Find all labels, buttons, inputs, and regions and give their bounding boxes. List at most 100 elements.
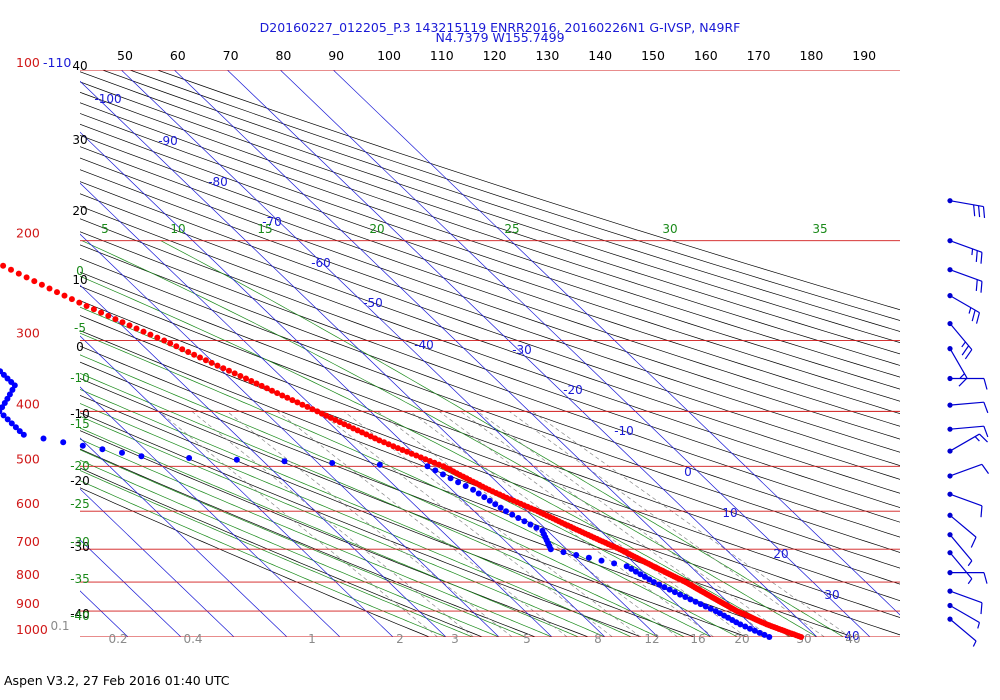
temperature-point [294, 399, 301, 406]
isotherm-tick-label: 40 [844, 629, 859, 643]
isotherm [80, 488, 235, 637]
moist-adiabat [80, 372, 685, 637]
moist-adiabat [160, 240, 844, 637]
moist-adiabat [80, 403, 632, 637]
dewpoint-point [4, 416, 11, 423]
isotherm-tick-label: 10 [722, 506, 737, 520]
temperature-point [68, 296, 75, 303]
dry-adiabat [80, 169, 900, 453]
mixing-ratio-label: 0.1 [50, 619, 69, 633]
wind-barb [947, 512, 977, 548]
dewpoint-point [497, 504, 504, 511]
dewpoint-point [585, 554, 592, 561]
wind-barb-staff [949, 552, 973, 580]
dewpoint-point [637, 571, 644, 578]
dewpoint-point [492, 501, 499, 508]
theta-tick-label: 140 [588, 48, 612, 63]
isotherm-tick-label: 30 [824, 588, 839, 602]
dewpoint-point [737, 621, 744, 628]
isotherm [227, 70, 818, 637]
temperature-point [185, 349, 192, 355]
wind-barb-staff [949, 323, 973, 350]
dry-adiabat [80, 102, 900, 378]
wind-barb-flag [980, 281, 983, 293]
dewpoint-point [60, 439, 67, 446]
temperature-point [258, 382, 265, 389]
mixing-ratio-label: 16 [690, 632, 705, 646]
dry-adiabat [80, 467, 484, 637]
temperature-point [61, 292, 68, 299]
wind-barb-half-flag [959, 373, 965, 379]
height-tick-label: -30 [70, 540, 90, 554]
wind-barb-flag [964, 349, 973, 360]
temperature-point [98, 309, 105, 316]
wind-barb [947, 198, 986, 218]
dry-adiabat [80, 271, 900, 569]
moist-adiabat-label: -10 [70, 371, 90, 385]
theta-tick-label: 130 [535, 48, 559, 63]
temperature-point [263, 385, 270, 392]
temperature-point [8, 266, 14, 273]
wind-barb-half-flag [968, 307, 972, 314]
wind-barb [947, 602, 981, 629]
dewpoint-point [611, 560, 618, 567]
dewpoint-point [470, 486, 477, 493]
wind-barb [947, 267, 983, 293]
isotherm [174, 70, 765, 637]
temperature-point [413, 452, 420, 459]
dewpoint-point [702, 603, 709, 610]
dewpoint-point [119, 449, 125, 456]
dry-adiabat [157, 70, 900, 311]
height-tick-label: -20 [70, 474, 90, 488]
dewpoint-point [79, 442, 86, 449]
isotherm [80, 233, 500, 637]
pressure-tick-label: 1000 [16, 622, 48, 637]
pressure-tick-label: 600 [16, 496, 40, 511]
mixing-ratio-label: 0.4 [183, 632, 202, 646]
height-tick-label: 40 [72, 59, 87, 73]
dewpoint-point [186, 455, 193, 461]
chart-subtitle: N4.7379 W155.7499 [435, 30, 565, 45]
wind-barb [947, 346, 968, 387]
height-tick-label: 0 [76, 340, 84, 354]
dewpoint-point [138, 453, 145, 460]
dewpoint-point [766, 634, 773, 640]
isotherm-top-label: -110 [43, 55, 71, 70]
temperature-point [279, 392, 286, 399]
dewpoint-point [527, 521, 534, 528]
moist-adiabat-label: 0 [76, 264, 84, 278]
moist-adiabat-label: -30 [70, 535, 90, 549]
dry-adiabat [80, 448, 537, 637]
temperature-point [318, 410, 325, 417]
dewpoint-point [440, 471, 446, 478]
wind-barb-staff [949, 605, 980, 624]
dewpoint-point [424, 463, 431, 470]
isotherm-tick-label: -40 [414, 338, 434, 352]
height-tick-label: 30 [72, 133, 87, 147]
dewpoint-point [481, 494, 488, 501]
wind-barb-station [947, 238, 953, 244]
dewpoint-point [432, 467, 439, 474]
temperature-point [408, 450, 415, 457]
dewpoint-point [486, 497, 493, 504]
wind-barb-staff [949, 618, 977, 642]
dry-adiabat [80, 181, 900, 466]
theta-tick-label: 190 [852, 48, 876, 63]
dewpoint-point [509, 511, 516, 518]
dry-adiabat [102, 70, 900, 332]
moist-adiabat-label: 10 [170, 222, 185, 236]
dry-adiabat [80, 257, 900, 553]
mixing-ratio-label: 5 [523, 632, 531, 646]
dewpoint-point [632, 568, 639, 575]
dry-adiabat [80, 345, 855, 637]
temperature-point [220, 365, 227, 372]
wind-barb-half-flag [974, 436, 980, 442]
temperature-point [274, 390, 281, 397]
wind-barb-staff [949, 240, 983, 253]
wind-barb-flag [983, 426, 989, 438]
dewpoint-point [661, 584, 668, 591]
pressure-tick-label: 200 [16, 226, 40, 241]
wind-barb-half-flag [967, 560, 973, 567]
dewpoint-point [742, 623, 749, 630]
temperature-point [269, 387, 275, 394]
